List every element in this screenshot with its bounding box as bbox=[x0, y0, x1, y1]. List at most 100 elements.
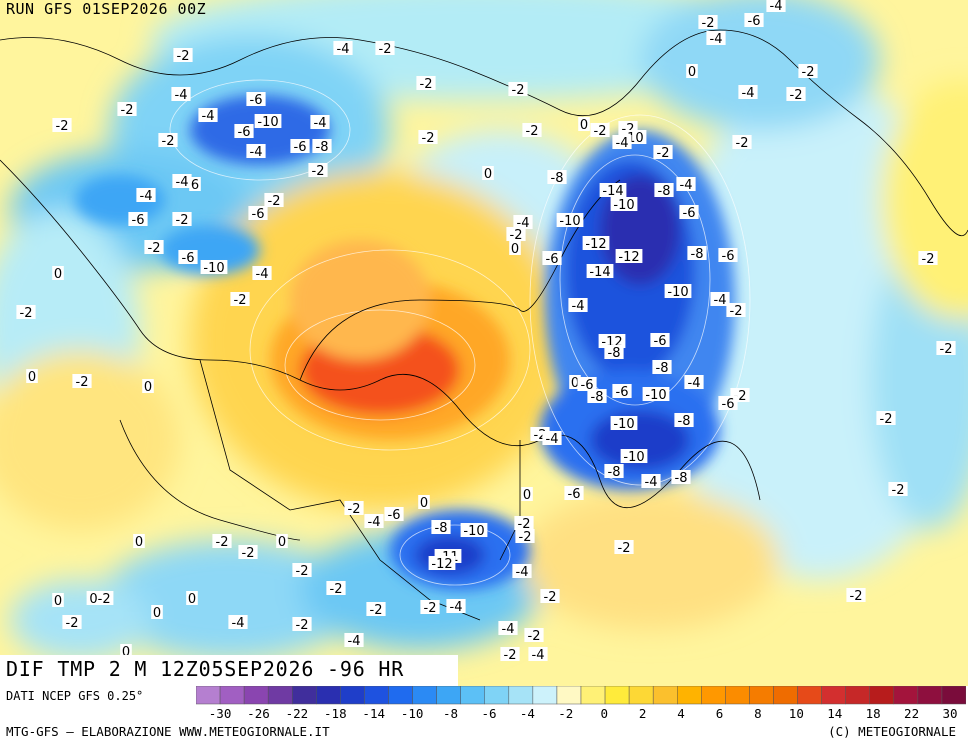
anomaly-label: -8 bbox=[547, 170, 567, 186]
anomaly-label: -4 bbox=[498, 621, 518, 637]
anomaly-label-text: -6 bbox=[722, 397, 735, 412]
anomaly-label-text: -12 bbox=[618, 250, 639, 265]
anomaly-label: -2 bbox=[798, 64, 818, 80]
anomaly-label-text: -4 bbox=[710, 32, 723, 47]
anomaly-label: -2 bbox=[117, 102, 137, 118]
scale-swatch bbox=[508, 686, 534, 705]
scale-swatch bbox=[749, 686, 774, 705]
anomaly-label: -2 bbox=[172, 212, 192, 228]
anomaly-label-text: -2 bbox=[702, 16, 715, 31]
anomaly-label: 0 bbox=[418, 495, 430, 511]
anomaly-label: -8 bbox=[604, 464, 624, 480]
anomaly-label-text: 0 bbox=[135, 535, 143, 550]
anomaly-label-text: -2 bbox=[370, 603, 383, 618]
anomaly-label-text: -2 bbox=[510, 228, 523, 243]
anomaly-label-text: -4 bbox=[532, 648, 545, 663]
anomaly-label: -4 bbox=[706, 31, 726, 47]
scale-tick-label: -26 bbox=[247, 706, 270, 721]
anomaly-label: -2 bbox=[614, 540, 634, 556]
anomaly-label-text: 0 bbox=[278, 535, 286, 550]
scale-tick-label: 2 bbox=[638, 706, 647, 721]
anomaly-label: -2 bbox=[230, 292, 250, 308]
anomaly-label: -2 bbox=[292, 563, 312, 579]
anomaly-label-text: -6 bbox=[252, 207, 265, 222]
anomaly-label: -14 bbox=[586, 264, 614, 280]
anomaly-label: -10 bbox=[610, 197, 638, 213]
anomaly-label-text: -10 bbox=[203, 261, 224, 276]
anomaly-label-text: -4 bbox=[616, 136, 629, 151]
valid-title: DIF TMP 2 M 12Z05SEP2026 -96 HR bbox=[6, 657, 405, 681]
anomaly-label: -2 bbox=[936, 341, 956, 357]
anomaly-label-text: 0 bbox=[153, 606, 161, 621]
anomaly-label-text: -2 bbox=[148, 241, 161, 256]
scale-swatch bbox=[292, 686, 317, 705]
anomaly-label: 0 bbox=[482, 166, 494, 182]
anomaly-label-text: -10 bbox=[463, 524, 484, 539]
scale-swatch bbox=[701, 686, 726, 705]
anomaly-label-text: -2 bbox=[379, 42, 392, 57]
anomaly-label: -2 bbox=[366, 602, 386, 618]
anomaly-label: -6 bbox=[612, 384, 632, 400]
anomaly-label-text: -10 bbox=[257, 115, 278, 130]
anomaly-label: -4 bbox=[252, 266, 272, 282]
anomaly-label-text: -4 bbox=[502, 622, 515, 637]
anomaly-label-text: -2 bbox=[20, 306, 33, 321]
scale-tick-label: -6 bbox=[481, 706, 497, 721]
anomaly-label-text: -2 bbox=[348, 502, 361, 517]
anomaly-label: -4 bbox=[676, 177, 696, 193]
run-title: RUN GFS 01SEP2026 00Z bbox=[6, 0, 207, 18]
anomaly-label: 0 bbox=[569, 375, 581, 391]
anomaly-label-text: -8 bbox=[551, 171, 564, 186]
scale-swatch bbox=[845, 686, 870, 705]
anomaly-label-text: 6 bbox=[191, 178, 199, 193]
anomaly-label-text: -12 bbox=[431, 557, 452, 572]
anomaly-label: -2 bbox=[158, 133, 178, 149]
anomaly-label: -2 bbox=[590, 123, 610, 139]
anomaly-label: -8 bbox=[604, 345, 624, 361]
anomaly-labels: -2 -4 -2-4-2 -4-6-6-10 -4-4 -6 -8-2-2-2-4 6-4 -2… bbox=[16, 0, 956, 663]
anomaly-label: -10 bbox=[200, 260, 228, 276]
anomaly-label: -2 bbox=[308, 163, 328, 179]
anomaly-label-text: -4 bbox=[202, 109, 215, 124]
anomaly-label: -4 bbox=[738, 85, 758, 101]
anomaly-label-text: -4 bbox=[256, 267, 269, 282]
anomaly-label-text: -4 bbox=[175, 88, 188, 103]
anomaly-label-text: -10 bbox=[613, 417, 634, 432]
anomaly-label: -10 bbox=[664, 284, 692, 300]
anomaly-label: -2 bbox=[726, 303, 746, 319]
scale-swatch bbox=[460, 686, 485, 705]
scale-swatch bbox=[484, 686, 510, 705]
anomaly-label: -4 bbox=[344, 633, 364, 649]
anomaly-label-text: 0 bbox=[420, 496, 428, 511]
anomaly-label: -2 bbox=[416, 76, 436, 92]
anomaly-label-text: -14 bbox=[589, 265, 610, 280]
anomaly-label-text: 0 bbox=[688, 65, 696, 80]
anomaly-label-text: -2 bbox=[519, 530, 532, 545]
anomaly-label: -8 bbox=[654, 183, 674, 199]
anomaly-label: -2 bbox=[846, 588, 866, 604]
anomaly-label: -4 bbox=[246, 144, 266, 160]
anomaly-label-text: -2 bbox=[802, 65, 815, 80]
scale-tick-label: 14 bbox=[827, 706, 843, 721]
anomaly-label-text: -2 bbox=[528, 629, 541, 644]
anomaly-label-text: 0 bbox=[28, 370, 36, 385]
scale-swatch bbox=[219, 686, 245, 705]
anomaly-label-text: -4 bbox=[176, 175, 189, 190]
anomaly-label-text: -4 bbox=[450, 600, 463, 615]
anomaly-label-text: -2 bbox=[176, 213, 189, 228]
anomaly-label-text: -2 bbox=[330, 582, 343, 597]
scale-swatch bbox=[196, 686, 221, 705]
anomaly-label-text: -2 bbox=[422, 131, 435, 146]
anomaly-label-text: -10 bbox=[623, 450, 644, 465]
anomaly-label-text: -10 bbox=[645, 388, 666, 403]
anomaly-label: 0 bbox=[120, 644, 132, 660]
scale-tick-label: 8 bbox=[754, 706, 762, 721]
anomaly-label: -2 bbox=[515, 529, 535, 545]
scale-swatch bbox=[364, 686, 389, 705]
anomaly-label: -6 bbox=[564, 486, 584, 502]
scale-swatch bbox=[652, 686, 678, 705]
anomaly-label-text: -8 bbox=[316, 140, 329, 155]
anomaly-label-text: -2 bbox=[618, 541, 631, 556]
anomaly-label: -2 bbox=[212, 534, 232, 550]
anomaly-label: 0 bbox=[521, 487, 533, 503]
